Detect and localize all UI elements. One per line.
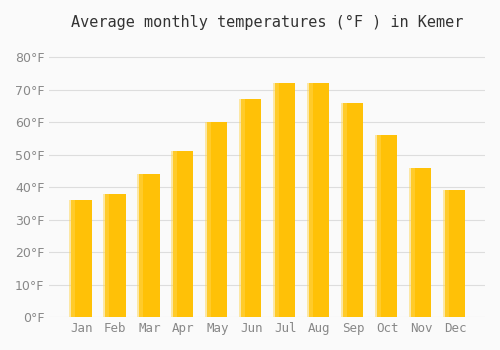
Bar: [139, 174, 160, 317]
Bar: [341, 103, 347, 317]
Title: Average monthly temperatures (°F ) in Kemer: Average monthly temperatures (°F ) in Ke…: [71, 15, 464, 30]
Bar: [273, 83, 279, 317]
Bar: [241, 99, 262, 317]
Bar: [411, 168, 431, 317]
Bar: [307, 83, 313, 317]
Bar: [103, 194, 109, 317]
Bar: [445, 190, 465, 317]
Bar: [377, 135, 398, 317]
Bar: [239, 99, 245, 317]
Bar: [137, 174, 143, 317]
Bar: [207, 122, 228, 317]
Bar: [343, 103, 363, 317]
Bar: [71, 200, 92, 317]
Bar: [443, 190, 449, 317]
Bar: [105, 194, 126, 317]
Bar: [409, 168, 415, 317]
Bar: [275, 83, 295, 317]
Bar: [171, 152, 177, 317]
Bar: [375, 135, 381, 317]
Bar: [69, 200, 75, 317]
Bar: [205, 122, 211, 317]
Bar: [309, 83, 330, 317]
Bar: [173, 152, 194, 317]
